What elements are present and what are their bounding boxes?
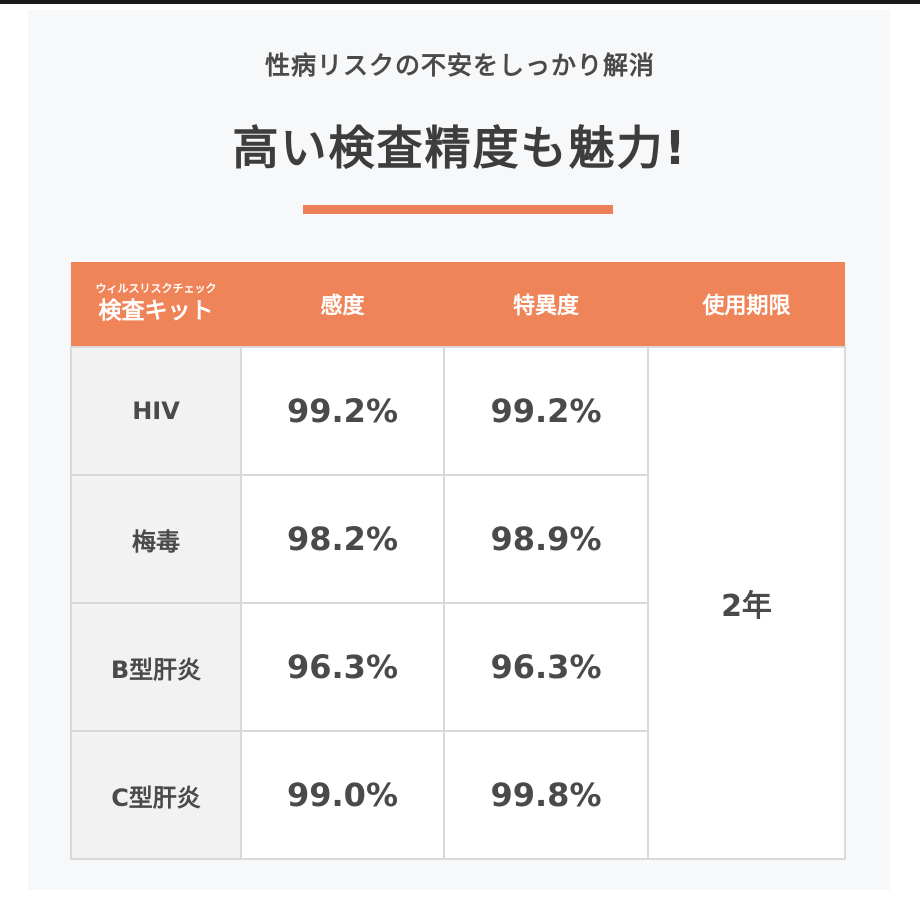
row-label-hepatitis-c: C型肝炎: [70, 730, 242, 860]
page-title: 高い検査精度も魅力!: [232, 121, 688, 175]
table-header-row: ウィルスリスクチェック 検査キット 感度 特異度 使用期限: [71, 262, 845, 347]
expiry-cell: 2年: [647, 346, 846, 860]
sensitivity-cell: 96.3%: [240, 602, 445, 732]
header-kit-label: 検査キット: [98, 298, 214, 324]
sensitivity-cell: 98.2%: [240, 474, 445, 604]
table-row: B型肝炎 96.3% 96.3%: [70, 602, 845, 732]
top-border-line: [0, 0, 920, 4]
header-kit-brand: ウィルスリスクチェック: [95, 282, 217, 295]
sensitivity-cell: 99.2%: [240, 346, 445, 476]
specificity-cell: 99.8%: [443, 730, 649, 860]
specificity-cell: 96.3%: [443, 602, 649, 732]
row-label-syphilis: 梅毒: [70, 474, 242, 604]
table-row: HIV 99.2% 99.2% 2年: [70, 346, 846, 860]
header-expiry: 使用期限: [648, 262, 845, 347]
row-label-hiv: HIV: [70, 346, 242, 476]
accuracy-table-container: ウィルスリスクチェック 検査キット 感度 特異度 使用期限 HIV 99.2% …: [70, 262, 846, 860]
header-specificity: 特異度: [444, 262, 648, 347]
specificity-cell: 99.2%: [443, 346, 649, 476]
header-sensitivity: 感度: [241, 262, 444, 347]
page-subtitle: 性病リスクの不安をしっかり解消: [264, 51, 655, 80]
title-underline: [303, 205, 613, 214]
table-row: 梅毒 98.2% 98.9%: [70, 474, 845, 604]
accuracy-table: ウィルスリスクチェック 検査キット 感度 特異度 使用期限 HIV 99.2% …: [70, 262, 846, 860]
sensitivity-cell: 99.0%: [240, 730, 445, 860]
header-kit: ウィルスリスクチェック 検査キット: [71, 262, 241, 347]
row-label-hepatitis-b: B型肝炎: [70, 602, 242, 732]
table-row: C型肝炎 99.0% 99.8%: [70, 730, 845, 860]
specificity-cell: 98.9%: [443, 474, 649, 604]
